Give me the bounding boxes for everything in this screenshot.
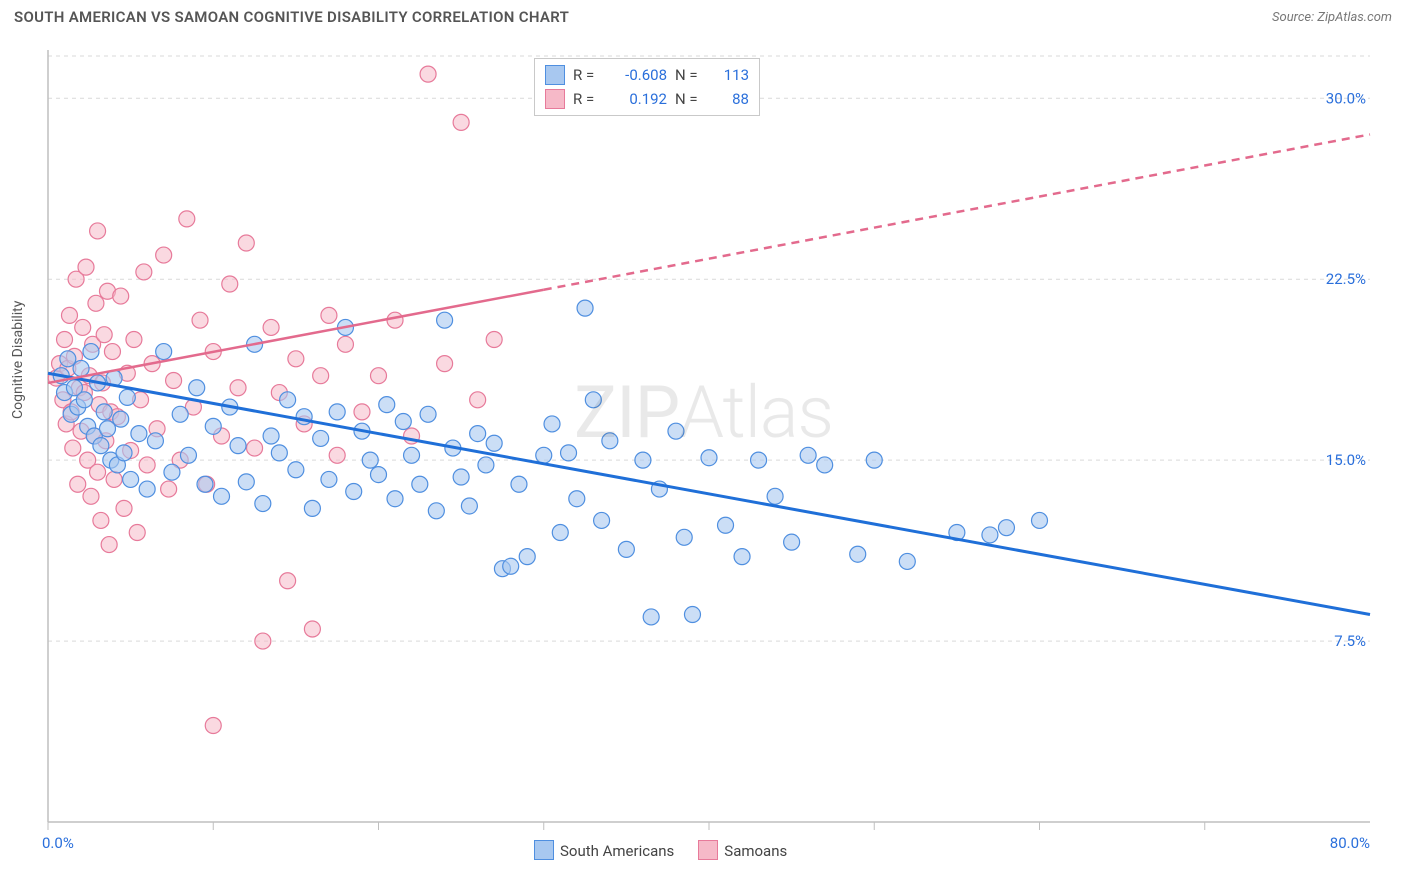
scatter-plot: 7.5% 15.0% 22.5% 30.0% 0.0% 80.0% <box>14 40 1392 878</box>
chart-title: SOUTH AMERICAN VS SAMOAN COGNITIVE DISAB… <box>14 8 569 26</box>
legend-item: Samoans <box>698 840 787 860</box>
legend-label: Samoans <box>724 842 787 860</box>
legend-r-label: R = <box>573 63 603 87</box>
legend-swatch <box>534 840 554 860</box>
legend-n-value: 113 <box>713 63 749 87</box>
legend-stats: R = -0.608 N = 113 R = 0.192 N = 88 <box>534 58 760 116</box>
legend-label: South Americans <box>560 842 674 860</box>
svg-text:22.5%: 22.5% <box>1326 270 1366 288</box>
svg-text:0.0%: 0.0% <box>42 834 74 852</box>
svg-text:80.0%: 80.0% <box>1330 834 1370 852</box>
y-axis-label: Cognitive Disability <box>10 301 26 419</box>
legend-stats-row: R = -0.608 N = 113 <box>545 63 749 87</box>
legend-stats-row: R = 0.192 N = 88 <box>545 87 749 111</box>
legend-swatch <box>545 89 565 109</box>
svg-text:7.5%: 7.5% <box>1334 632 1366 650</box>
chart-area: Cognitive Disability ZIPAtlas 7.5%15.0%2… <box>14 40 1392 878</box>
svg-text:15.0%: 15.0% <box>1326 451 1366 469</box>
legend-item: South Americans <box>534 840 674 860</box>
legend-swatch <box>698 840 718 860</box>
chart-header: SOUTH AMERICAN VS SAMOAN COGNITIVE DISAB… <box>0 0 1406 32</box>
svg-text:30.0%: 30.0% <box>1326 89 1366 107</box>
legend-n-label: N = <box>675 63 705 87</box>
legend-r-value: -0.608 <box>611 63 667 87</box>
legend-series: South Americans Samoans <box>534 840 787 860</box>
legend-n-value: 88 <box>713 87 749 111</box>
legend-r-value: 0.192 <box>611 87 667 111</box>
legend-swatch <box>545 65 565 85</box>
legend-r-label: R = <box>573 87 603 111</box>
legend-n-label: N = <box>675 87 705 111</box>
chart-source: Source: ZipAtlas.com <box>1272 10 1392 25</box>
